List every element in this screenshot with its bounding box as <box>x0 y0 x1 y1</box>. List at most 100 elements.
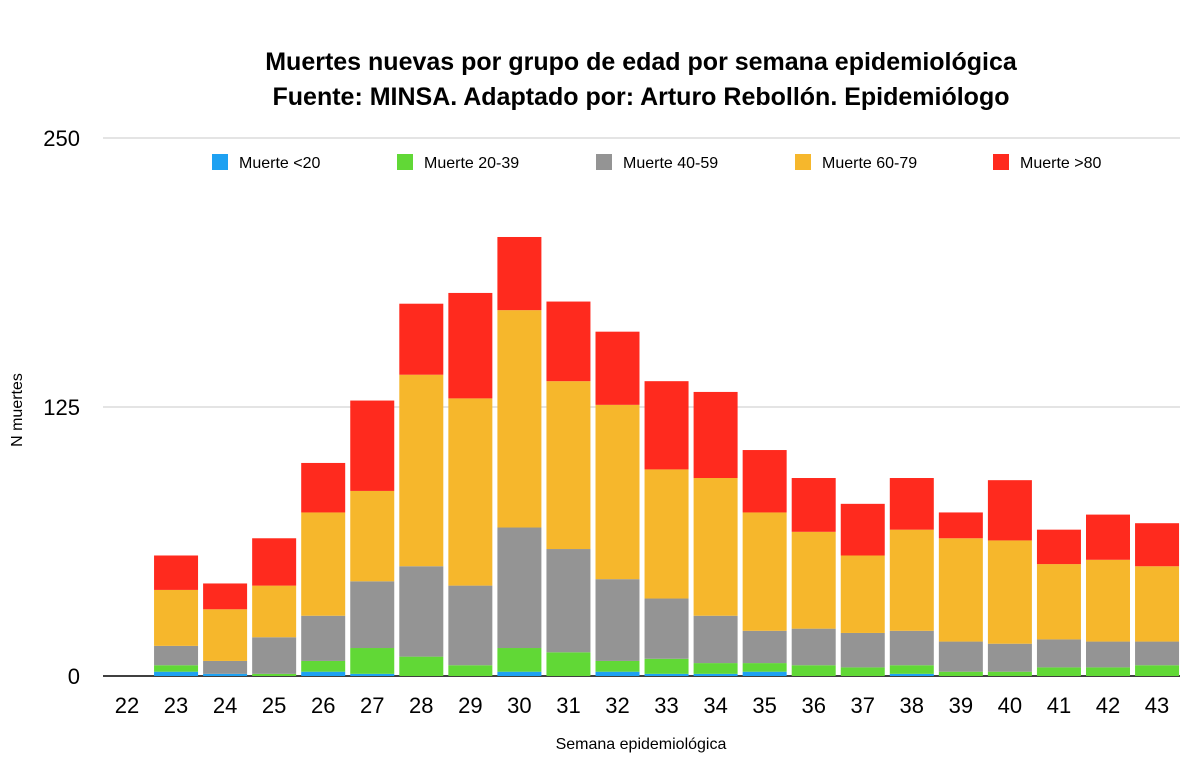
bar-segment <box>595 671 640 676</box>
bar-segment <box>938 641 983 672</box>
bar-segment <box>301 660 346 672</box>
bar-segment <box>595 660 640 672</box>
bar-segment <box>448 292 493 399</box>
legend-label: Muerte 40-59 <box>623 155 718 172</box>
bar-segment <box>154 589 199 646</box>
bar-segment <box>791 628 836 666</box>
x-tick-label: 36 <box>801 693 825 718</box>
bar-segment <box>987 480 1032 541</box>
x-tick-label: 40 <box>998 693 1022 718</box>
bar-segment <box>938 538 983 642</box>
bar-segment <box>497 648 542 672</box>
bar-segment <box>889 673 934 676</box>
bar-segment <box>693 663 738 674</box>
x-tick-label: 28 <box>409 693 433 718</box>
bar-segment <box>252 585 297 638</box>
bar-segment <box>742 663 787 672</box>
bar-segment <box>350 490 395 582</box>
bar-segment <box>742 512 787 631</box>
bar-segment <box>693 615 738 664</box>
bar-segment <box>595 579 640 661</box>
y-tick-label: 0 <box>68 664 80 689</box>
bar-segment <box>889 630 934 666</box>
bar-segment <box>252 637 297 674</box>
x-tick-label: 33 <box>654 693 678 718</box>
legend-swatch <box>795 154 811 170</box>
bar-segment <box>350 581 395 649</box>
bar-segment <box>1036 639 1081 668</box>
bar-segment <box>203 609 248 661</box>
bar-segment <box>301 615 346 661</box>
x-tick-label: 39 <box>949 693 973 718</box>
bar-segment <box>987 540 1032 644</box>
bar-segment <box>791 478 836 532</box>
bar-segment <box>791 665 836 676</box>
bar-segment <box>448 665 493 676</box>
bar-segment <box>693 478 738 616</box>
legend-label: Muerte >80 <box>1020 155 1101 172</box>
bar-segment <box>889 478 934 530</box>
x-tick-label: 38 <box>900 693 924 718</box>
y-tick-label: 250 <box>43 126 80 151</box>
bar-segment <box>644 469 689 599</box>
x-tick-label: 41 <box>1047 693 1071 718</box>
bar-segment <box>1086 667 1130 676</box>
bar-segment <box>497 310 542 528</box>
x-tick-label: 43 <box>1145 693 1169 718</box>
y-tick-label: 125 <box>43 395 80 420</box>
bar-segment <box>987 671 1032 676</box>
bar-segment <box>1036 529 1081 565</box>
bar-segment <box>742 450 787 513</box>
bar-segment <box>595 404 640 580</box>
bar-segment <box>448 585 493 666</box>
bar-segment <box>1135 566 1180 642</box>
bar-segment <box>644 598 689 659</box>
bar-segment <box>938 512 983 539</box>
x-tick-label: 34 <box>703 693 727 718</box>
bar-segment <box>1086 559 1130 642</box>
legend-swatch <box>993 154 1009 170</box>
legend-swatch <box>397 154 413 170</box>
bar-segment <box>350 648 395 674</box>
bar-segment <box>644 658 689 674</box>
x-tick-label: 37 <box>851 693 875 718</box>
bar-segment <box>497 236 542 311</box>
bar-segment <box>889 529 934 631</box>
legend-swatch <box>212 154 228 170</box>
bar-segment <box>448 398 493 586</box>
bar-segment <box>252 673 297 676</box>
bar-segment <box>546 549 591 653</box>
bar-segment <box>840 632 885 668</box>
bar-segment <box>497 671 542 676</box>
x-tick-label: 22 <box>115 693 139 718</box>
legend-label: Muerte <20 <box>239 155 320 172</box>
chart-subtitle: Fuente: MINSA. Adaptado por: Arturo Rebo… <box>273 83 1010 111</box>
bar-segment <box>595 331 640 405</box>
bar-segment <box>399 566 444 657</box>
x-tick-label: 27 <box>360 693 384 718</box>
bar-segment <box>203 673 248 676</box>
bar-segment <box>1135 641 1180 666</box>
bar-segment <box>154 645 199 666</box>
bar-segment <box>693 673 738 676</box>
x-tick-label: 29 <box>458 693 482 718</box>
x-tick-label: 32 <box>605 693 629 718</box>
bar-segment <box>840 503 885 556</box>
bar-segment <box>350 673 395 676</box>
bar-segment <box>301 671 346 676</box>
bar-segment <box>938 671 983 676</box>
x-tick-label: 42 <box>1096 693 1120 718</box>
x-tick-label: 30 <box>507 693 531 718</box>
bar-segment <box>1135 665 1180 676</box>
x-tick-label: 31 <box>556 693 580 718</box>
bar-segment <box>693 391 738 479</box>
bar-segment <box>301 512 346 616</box>
bar-segment <box>742 671 787 676</box>
bar-segment <box>791 531 836 629</box>
bar-segment <box>1086 514 1130 560</box>
x-tick-label: 25 <box>262 693 286 718</box>
bar-segment <box>546 381 591 550</box>
x-tick-label: 23 <box>164 693 188 718</box>
bar-segment <box>154 671 199 676</box>
